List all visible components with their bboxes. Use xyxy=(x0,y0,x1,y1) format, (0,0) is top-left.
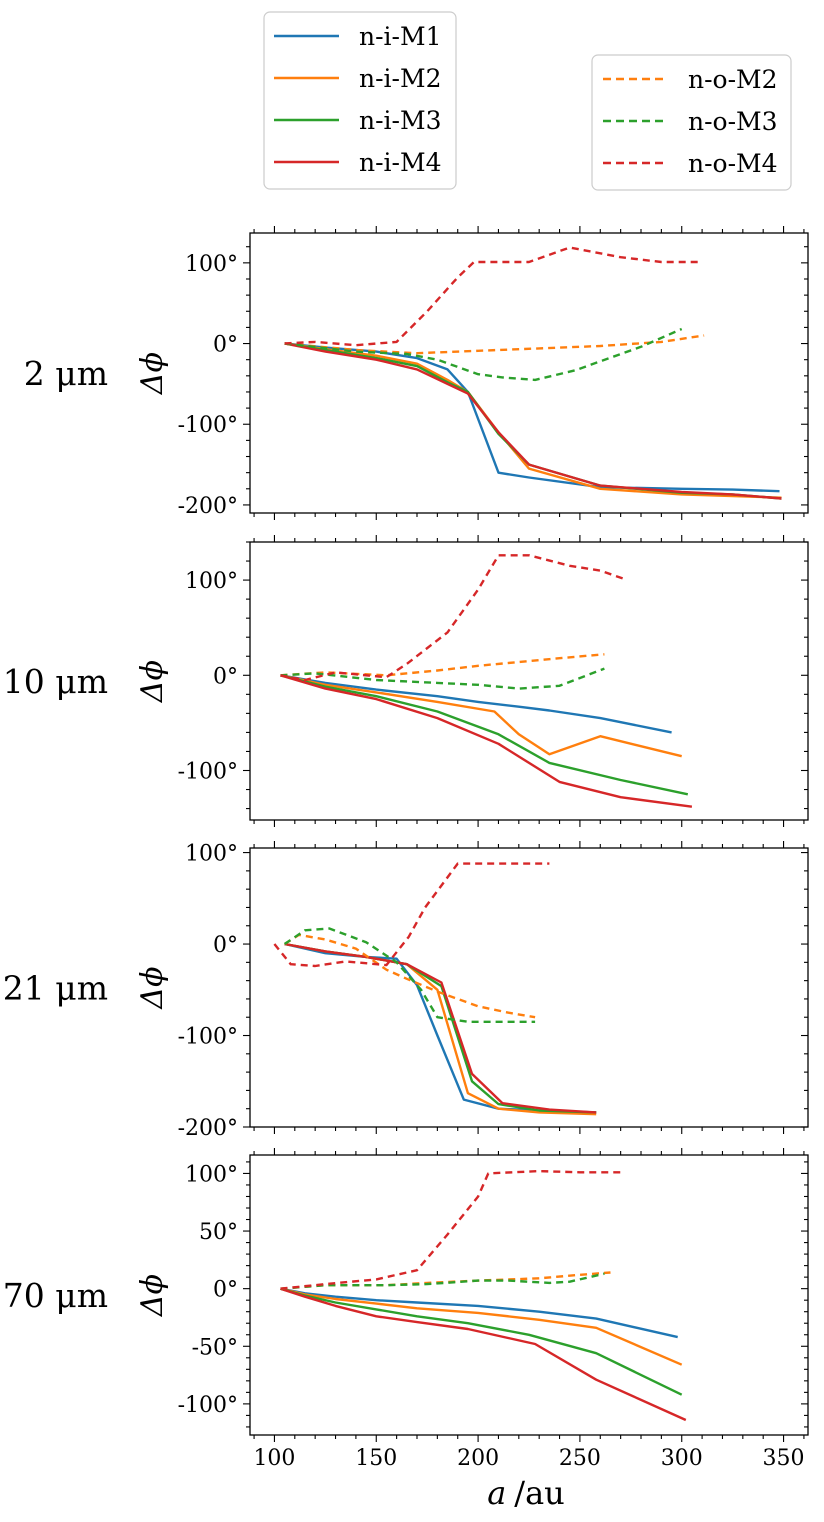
x-tick-label: 250 xyxy=(559,1446,601,1471)
legend-label-n-o-m2: n-o-M2 xyxy=(688,65,778,94)
x-tick-label: 200 xyxy=(457,1446,499,1471)
x-tick-label: 100 xyxy=(253,1446,295,1471)
series-n-i-m1 xyxy=(280,1287,678,1339)
legend-label-n-i-m1: n-i-M1 xyxy=(359,22,442,51)
y-tick-label: 100° xyxy=(185,1162,238,1187)
legend-label-n-i-m2: n-i-M2 xyxy=(359,64,442,93)
y-axis-label: Δϕ xyxy=(135,352,170,395)
y-axis-label: Δϕ xyxy=(135,1274,170,1317)
series-n-o-m2 xyxy=(283,933,536,1019)
panel-wavelength-label: 21 μm xyxy=(3,969,108,1008)
series-n-o-m4 xyxy=(273,862,550,968)
series-n-i-m3 xyxy=(280,674,689,796)
legend-left-box xyxy=(263,11,457,190)
panel-wavelength-label: 2 μm xyxy=(24,354,108,393)
y-tick-label: -100° xyxy=(178,413,238,438)
legend-left: n-i-M1 n-i-M2 n-i-M3 n-i-M4 xyxy=(263,11,457,190)
x-axis-variable: a xyxy=(487,1474,506,1512)
series-n-o-m3 xyxy=(280,1272,605,1290)
series-n-i-m4 xyxy=(284,342,782,500)
series-n-o-m3 xyxy=(283,927,536,1023)
x-axis-unit: /au xyxy=(514,1474,564,1512)
y-tick-label: 50° xyxy=(199,1220,238,1245)
series-n-i-m1 xyxy=(280,674,672,734)
axes-frame xyxy=(249,232,809,514)
series-n-i-m3 xyxy=(284,342,782,500)
axes-frame xyxy=(249,541,809,821)
series-n-o-m2 xyxy=(280,653,605,677)
panel-wavelength-label: 70 μm xyxy=(3,1276,108,1315)
y-tick-label: 100° xyxy=(185,842,238,867)
legend-label-n-o-m4: n-o-M4 xyxy=(688,149,778,178)
series-n-o-m3 xyxy=(284,327,683,382)
series-n-i-m4 xyxy=(280,674,693,808)
panel-wavelength-label: 10 μm xyxy=(3,662,108,701)
series-n-o-m4 xyxy=(280,1169,625,1290)
y-axis-label: Δϕ xyxy=(135,660,170,703)
legend-right: n-o-M2 n-o-M3 n-o-M4 xyxy=(591,54,792,191)
series-n-i-m1 xyxy=(284,942,597,1114)
y-tick-label: 100° xyxy=(185,252,238,277)
y-axis-label: Δϕ xyxy=(135,966,170,1009)
y-tick-label: 0° xyxy=(213,1278,238,1303)
series-n-i-m4 xyxy=(280,1287,687,1422)
y-tick-label: 0° xyxy=(213,333,238,358)
panel-4: 100° 50° 0° -50° -100° 100 150 200 250 300 350 70 μ… xyxy=(3,1148,809,1471)
series-n-i-m2 xyxy=(280,1287,683,1366)
x-tick-label: 150 xyxy=(355,1446,397,1471)
panel-3: 100° 0° -100° -200° 21 μm Δϕ xyxy=(3,841,809,1141)
series-n-o-m4 xyxy=(284,246,703,347)
series-n-i-m1 xyxy=(284,342,780,493)
y-tick-label: -200° xyxy=(178,1116,238,1141)
x-axis-label: a/au xyxy=(487,1474,565,1512)
y-tick-label: -50° xyxy=(192,1335,238,1360)
series-n-i-m3 xyxy=(284,942,597,1114)
y-tick-label: -100° xyxy=(178,1393,238,1418)
legend-right-box xyxy=(591,54,792,191)
y-tick-label: -100° xyxy=(178,759,238,784)
legend-label-n-o-m3: n-o-M3 xyxy=(688,107,778,136)
panel-2: 100° 0° -100° 10 μm Δϕ xyxy=(3,535,809,827)
series-n-i-m3 xyxy=(280,1287,683,1396)
series-n-i-m2 xyxy=(284,342,782,499)
y-tick-label: 0° xyxy=(213,933,238,958)
series-n-o-m4 xyxy=(280,554,626,682)
panel-1: 100° 0° -100° -200° 2 μm Δϕ xyxy=(24,226,809,520)
y-tick-label: -200° xyxy=(178,494,238,519)
x-tick-label: 350 xyxy=(763,1446,805,1471)
legend-label-n-i-m4: n-i-M4 xyxy=(359,148,442,177)
x-tick-label: 300 xyxy=(661,1446,703,1471)
axes-frame xyxy=(249,847,809,1128)
series-n-i-m2 xyxy=(284,942,597,1116)
series-n-i-m4 xyxy=(284,942,597,1114)
axes-frame xyxy=(249,1154,809,1436)
y-tick-label: 0° xyxy=(213,664,238,689)
y-tick-label: 100° xyxy=(185,569,238,594)
series-n-i-m2 xyxy=(280,674,682,758)
panels: 100° 0° -100° -200° 2 μm Δϕ 100° 0° -100° 10 μm Δϕ… xyxy=(3,226,809,1471)
y-tick-label: -100° xyxy=(178,1025,238,1050)
legend-label-n-i-m3: n-i-M3 xyxy=(359,106,442,135)
